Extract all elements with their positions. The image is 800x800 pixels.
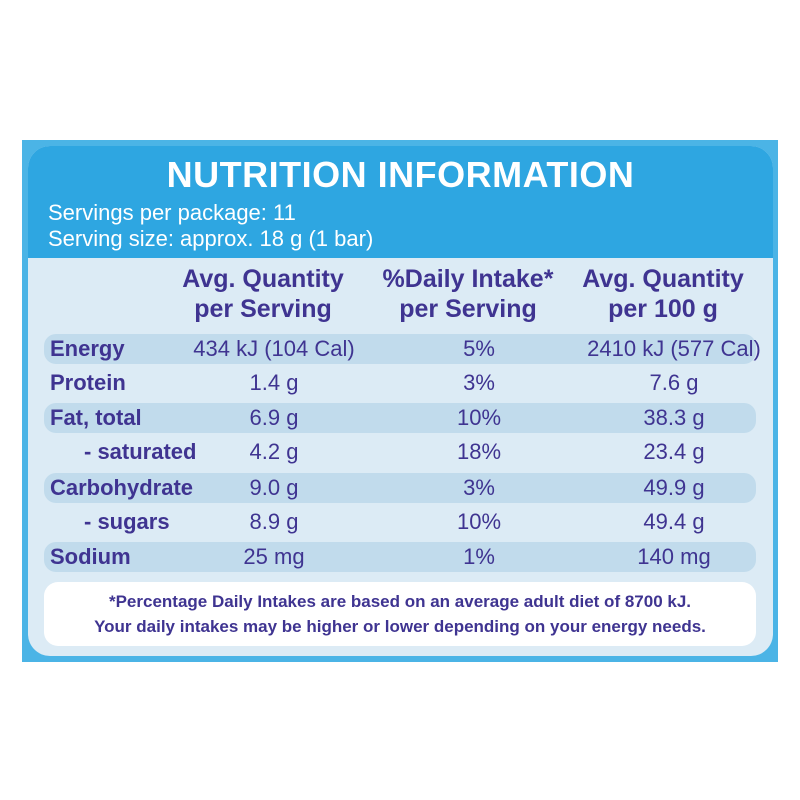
row-label: - saturated (84, 439, 197, 464)
serving-size: Serving size: approx. 18 g (1 bar) (48, 226, 374, 251)
daily-intake-value: 10% (456, 509, 502, 534)
row-label: Protein (50, 370, 126, 395)
column-header-line: per Serving (399, 295, 537, 323)
table-row-carbohydrate: Carbohydrate 9.0 g 3% 49.9 g (44, 473, 756, 503)
daily-intake-value: 18% (456, 439, 502, 464)
panel-title: NUTRITION INFORMATION (166, 154, 635, 195)
table-row-saturated: - saturated 4.2 g 18% 23.4 g (44, 437, 756, 467)
row-label: - sugars (84, 509, 170, 534)
row-label: Energy (50, 336, 125, 361)
per-serving-value: 4.2 g (249, 439, 299, 464)
daily-intake-value: 1% (463, 544, 495, 569)
column-header-line: %Daily Intake* (382, 265, 554, 293)
daily-intake-value: 5% (463, 336, 495, 361)
column-header-daily-intake: %Daily Intake* per Serving (363, 264, 573, 324)
daily-intake-value: 10% (456, 405, 502, 430)
per-100g-value: 38.3 g (643, 405, 705, 430)
per-100g-value: 49.9 g (643, 475, 705, 500)
per-100g-value: 2410 kJ (577 Cal) (587, 336, 761, 361)
per-100g-value: 49.4 g (643, 509, 705, 534)
row-label: Sodium (50, 544, 131, 569)
daily-intake-value: 3% (463, 370, 495, 395)
column-header-line: per 100 g (608, 295, 718, 323)
footnote-box: *Percentage Daily Intakes are based on a… (44, 582, 756, 646)
table-row-fat-total: Fat, total 6.9 g 10% 38.3 g (44, 403, 756, 433)
panel-header: NUTRITION INFORMATION Servings per packa… (28, 146, 773, 258)
column-header-line: per Serving (194, 295, 332, 323)
per-serving-value: 8.9 g (249, 509, 299, 534)
per-100g-value: 7.6 g (649, 370, 699, 395)
per-100g-value: 23.4 g (643, 439, 705, 464)
servings-per-package: Servings per package: 11 (48, 200, 296, 225)
column-header-line: Avg. Quantity (182, 265, 344, 293)
table-row-protein: Protein 1.4 g 3% 7.6 g (44, 368, 756, 398)
per-serving-value: 6.9 g (249, 405, 299, 430)
table-row-sodium: Sodium 25 mg 1% 140 mg (44, 542, 756, 572)
column-header-line: Avg. Quantity (582, 265, 744, 293)
per-serving-value: 434 kJ (104 Cal) (193, 336, 355, 361)
table-row-energy: Energy 434 kJ (104 Cal) 5% 2410 kJ (577 … (44, 334, 761, 364)
nutrition-panel: NUTRITION INFORMATION Servings per packa… (28, 146, 773, 656)
row-label: Carbohydrate (50, 475, 194, 500)
table-row-sugars: - sugars 8.9 g 10% 49.4 g (44, 507, 756, 537)
footnote-line: *Percentage Daily Intakes are based on a… (108, 592, 692, 611)
per-serving-value: 1.4 g (249, 370, 299, 395)
column-header-per-100g: Avg. Quantity per 100 g (558, 264, 768, 324)
footnote-line: Your daily intakes may be higher or lowe… (94, 617, 706, 636)
per-serving-value: 25 mg (243, 544, 305, 569)
daily-intake-value: 3% (463, 475, 495, 500)
column-header-per-serving: Avg. Quantity per Serving (158, 264, 368, 324)
per-100g-value: 140 mg (637, 544, 711, 569)
row-label: Fat, total (50, 405, 142, 430)
per-serving-value: 9.0 g (249, 475, 299, 500)
